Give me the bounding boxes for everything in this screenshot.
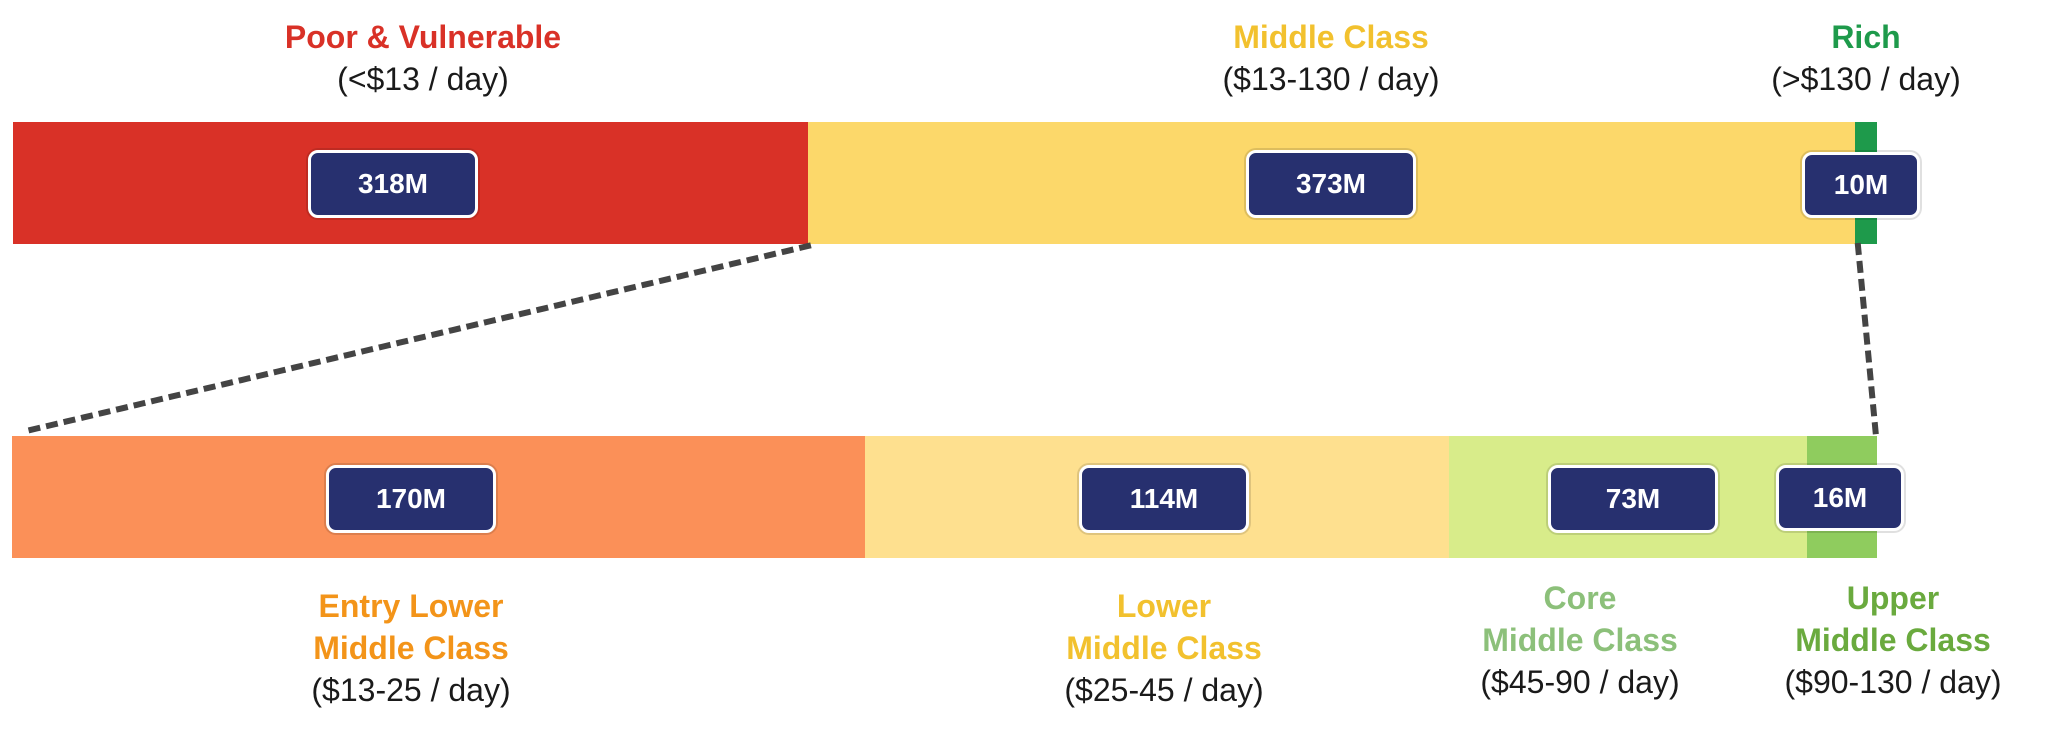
lower-middle-name-line1: Lower [1116,588,1212,624]
left-connector-line [18,242,812,436]
rich-name: Rich [1831,19,1901,55]
poor-vulnerable-value-badge: 318M [308,150,478,218]
poor-vulnerable-name: Poor & Vulnerable [284,19,562,55]
core-middle-name-line1: Core [1543,580,1617,616]
lower-middle-name-line2: Middle Class [1066,630,1262,666]
middle-class-name: Middle Class [1233,19,1429,55]
core-middle-name-line2: Middle Class [1482,622,1678,658]
core-middle-value-badge: 73M [1548,465,1718,533]
middle-class-label: Middle Class ($13-130 / day) [1222,16,1439,100]
entry-lower-middle-name-line1: Entry Lower [318,588,504,624]
rich-label: Rich (>$130 / day) [1771,16,1960,100]
poor-vulnerable-label: Poor & Vulnerable (<$13 / day) [285,16,561,100]
upper-middle-name-line1: Upper [1846,580,1940,616]
lower-middle-label: Lower Middle Class ($25-45 / day) [1064,585,1263,711]
upper-middle-value-badge: 16M [1776,465,1904,531]
middle-class-value-badge: 373M [1246,150,1416,218]
right-connector-line [1854,242,1880,440]
entry-lower-middle-range: ($13-25 / day) [311,672,511,708]
upper-middle-range: ($90-130 / day) [1784,664,2002,700]
entry-lower-middle-label: Entry Lower Middle Class ($13-25 / day) [311,585,510,711]
lower-middle-value-badge: 114M [1079,465,1249,533]
core-middle-range: ($45-90 / day) [1480,664,1680,700]
lower-middle-range: ($25-45 / day) [1064,672,1264,708]
rich-value-badge: 10M [1802,152,1920,218]
entry-lower-middle-value-badge: 170M [326,465,496,533]
entry-lower-middle-name-line2: Middle Class [313,630,509,666]
upper-middle-name-line2: Middle Class [1795,622,1991,658]
middle-class-range: ($13-130 / day) [1222,61,1440,97]
poor-vulnerable-range: (<$13 / day) [337,61,509,97]
core-middle-label: Core Middle Class ($45-90 / day) [1480,577,1679,703]
upper-middle-label: Upper Middle Class ($90-130 / day) [1784,577,2001,703]
rich-range: (>$130 / day) [1771,61,1961,97]
